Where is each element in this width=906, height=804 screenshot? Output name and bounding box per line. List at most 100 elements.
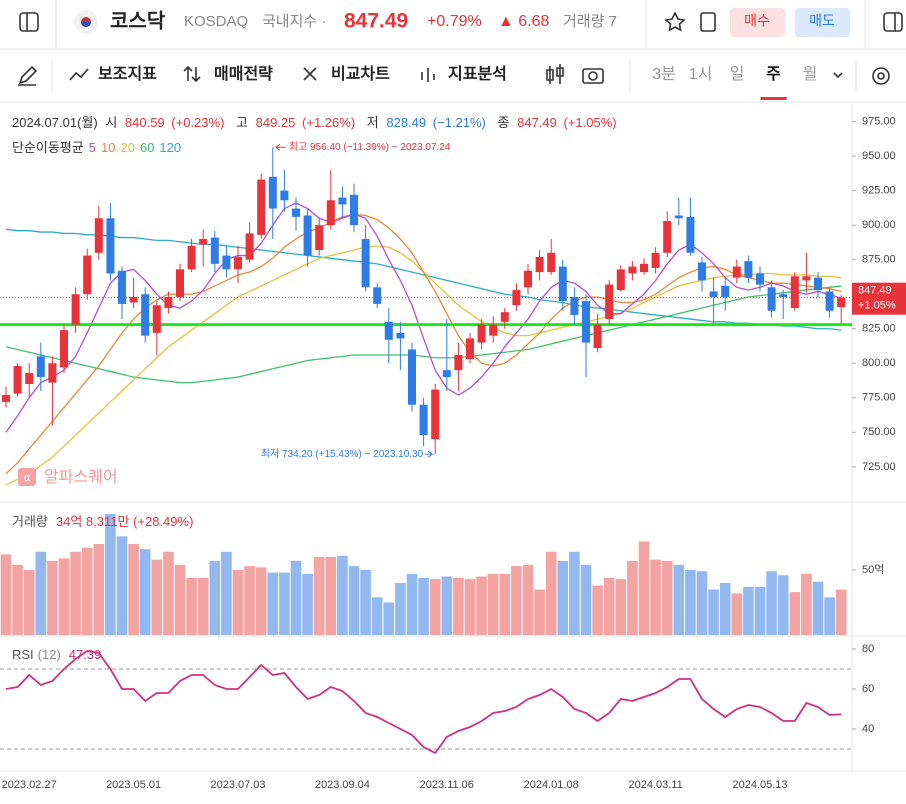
- camera-icon[interactable]: [582, 68, 604, 84]
- timeframe[interactable]: 3분: [652, 66, 676, 83]
- draw-icon[interactable]: [18, 65, 38, 86]
- candle-body: [48, 363, 57, 383]
- legend-label: 종: [498, 115, 510, 130]
- legend-change: (+1.26%): [302, 115, 355, 130]
- y-tick-label: 80: [862, 643, 874, 655]
- ma-legend-item: 10: [101, 140, 115, 155]
- settings-icon[interactable]: [872, 67, 890, 85]
- candle-body: [790, 276, 799, 309]
- x-tick-label: 2024.01.08: [524, 779, 579, 791]
- candle-body: [257, 179, 266, 235]
- price-tag: [852, 282, 906, 315]
- candle-body: [152, 305, 161, 333]
- toolbar: 보조지표 매매전략 비교차트 지표분석 3분 1시 일 주 월: [0, 60, 906, 103]
- legend-label: 고: [236, 115, 248, 130]
- volume-bar: [337, 555, 348, 635]
- panel-icon[interactable]: [883, 12, 903, 32]
- sell-button[interactable]: [795, 8, 850, 37]
- candle-body: [118, 270, 126, 304]
- legend-value: 847.49: [517, 115, 557, 130]
- volume-bar: [221, 551, 232, 635]
- market: 국내지수 ·: [262, 13, 326, 30]
- y-tick-label: 60: [862, 683, 874, 695]
- buy-label[interactable]: 매수: [744, 13, 770, 29]
- annotation-arrow: [275, 143, 286, 151]
- volume-bar: [487, 573, 499, 635]
- candle-body: [605, 284, 614, 320]
- volume-bar: [789, 592, 801, 635]
- memo-icon[interactable]: [700, 12, 716, 32]
- candle-body: [280, 190, 289, 201]
- timeframe[interactable]: 1시: [689, 66, 713, 83]
- volume-bar: [371, 597, 383, 635]
- ma-line: [5, 285, 842, 384]
- volume-bar: [754, 586, 766, 635]
- candle-body: [802, 276, 811, 281]
- toolbar-item[interactable]: 보조지표: [98, 65, 157, 83]
- candle-body: [524, 270, 532, 288]
- timeframe[interactable]: 주: [766, 65, 781, 83]
- toolbar-item[interactable]: 매매전략: [214, 64, 273, 83]
- volume-bar: [719, 583, 731, 635]
- candle-body: [500, 312, 509, 322]
- timeframe[interactable]: 일: [730, 65, 745, 83]
- volume-bar: [418, 577, 429, 635]
- toolbar-item[interactable]: 지표분석: [448, 65, 507, 83]
- candle-body: [593, 324, 602, 349]
- candle-body: [106, 218, 115, 274]
- y-tick-label: 775.00: [862, 392, 896, 404]
- candle-body: [60, 330, 68, 368]
- x-tick-label: 2023.09.04: [315, 779, 370, 791]
- buy-button[interactable]: [730, 8, 785, 37]
- rsi-line: [5, 650, 842, 755]
- volume-bar: [777, 575, 789, 635]
- volume-bar: [476, 576, 487, 635]
- candle-body: [384, 321, 393, 340]
- candle-body: [767, 287, 776, 311]
- volume-bar: [163, 551, 174, 635]
- volume-bar: [267, 572, 279, 635]
- volume-bar: [279, 572, 290, 635]
- star-icon[interactable]: [664, 11, 686, 32]
- candle-body: [651, 252, 660, 268]
- volume-bar: [0, 554, 12, 635]
- sell-label[interactable]: 매도: [809, 13, 835, 29]
- candle-body: [547, 252, 556, 273]
- rsi-legend: RSI (12) 47.39: [12, 647, 101, 662]
- watermark: 알파스퀘어: [44, 468, 118, 486]
- y-tick-label: 950.00: [862, 150, 896, 162]
- volume-bar: [685, 570, 696, 635]
- candle-body: [176, 269, 184, 297]
- header: 코스닥 KOSDAQ 국내지수 · 847.49 +0.79% ▲ 6.68 거…: [0, 0, 906, 50]
- volume-bar: [603, 577, 615, 635]
- legend-change: (+1.05%): [564, 115, 617, 130]
- volume-bar: [93, 544, 105, 635]
- volume-bar: [650, 559, 661, 635]
- candle-icon[interactable]: [546, 64, 564, 84]
- candle-body: [268, 176, 277, 209]
- volume-bar: [545, 551, 557, 635]
- volume-bar: [47, 560, 58, 635]
- volume-bar: [151, 559, 163, 635]
- ma-legend-item: 5: [89, 140, 96, 155]
- volume-bar: [592, 585, 603, 635]
- chevron[interactable]: [833, 72, 843, 79]
- candle-body: [13, 366, 22, 394]
- volume-bar: [23, 570, 35, 635]
- candle-body: [141, 294, 150, 336]
- candle-body: [674, 215, 683, 219]
- volume-bar: [70, 551, 81, 635]
- timeframe[interactable]: 월: [803, 65, 818, 83]
- volume-bar: [557, 560, 569, 635]
- volume-bar: [255, 567, 267, 635]
- volume-bar: [580, 564, 592, 635]
- candle-body: [431, 389, 440, 440]
- volume-bar: [801, 573, 812, 635]
- toolbar-item[interactable]: 비교차트: [331, 65, 390, 83]
- volume-bar: [209, 560, 221, 635]
- sidebar-icon[interactable]: [19, 12, 39, 32]
- candle-body: [234, 256, 242, 270]
- rsi-title: RSI: [12, 647, 34, 662]
- candle-body: [698, 262, 706, 281]
